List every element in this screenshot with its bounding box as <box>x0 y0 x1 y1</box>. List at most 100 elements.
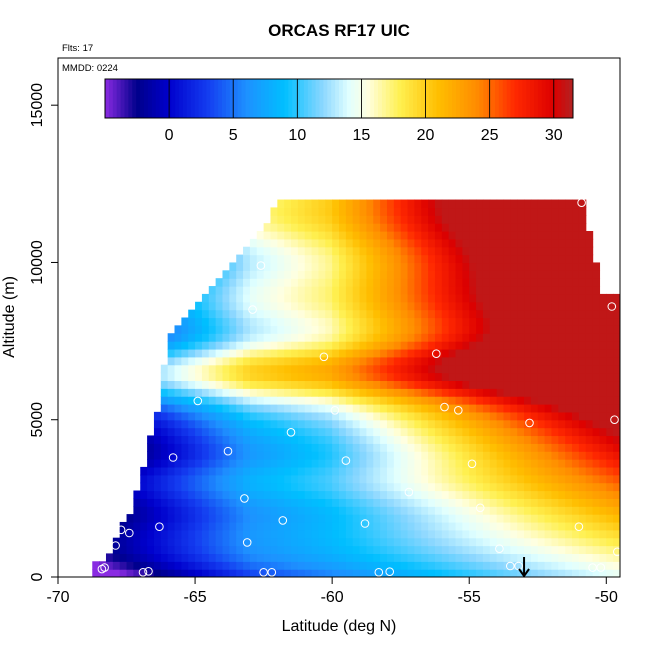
heatmap-cell <box>318 521 326 531</box>
heatmap-cell <box>565 419 573 429</box>
heatmap-cell <box>188 553 196 562</box>
heatmap-cell <box>530 380 539 389</box>
heatmap-cell <box>537 419 546 429</box>
heatmap-cell <box>284 301 292 311</box>
heatmap-cell <box>393 506 402 515</box>
heatmap-cell <box>236 286 244 295</box>
heatmap-cell <box>551 459 559 468</box>
heatmap-cell <box>455 341 463 350</box>
heatmap-cell <box>373 223 381 232</box>
heatmap-cell <box>263 490 272 499</box>
heatmap-cell <box>201 325 210 334</box>
heatmap-cell <box>421 529 429 539</box>
heatmap-cell <box>482 537 491 547</box>
heatmap-cell <box>476 286 484 295</box>
heatmap-cell <box>291 514 299 523</box>
heatmap-cell <box>400 388 409 397</box>
heatmap-cell <box>386 270 395 279</box>
heatmap-cell <box>105 561 114 570</box>
heatmap-cell <box>352 506 361 515</box>
heatmap-cell <box>428 537 436 547</box>
heatmap-cell <box>489 396 498 405</box>
heatmap-cell <box>126 521 134 531</box>
heatmap-cell <box>208 435 217 444</box>
heatmap-cell <box>414 521 422 531</box>
heatmap-cell <box>297 561 306 570</box>
heatmap-cell <box>489 451 498 460</box>
heatmap-cell <box>503 443 511 452</box>
heatmap-cell <box>428 262 436 271</box>
heatmap-cell <box>277 419 285 429</box>
heatmap-cell <box>400 341 409 350</box>
heatmap-cell <box>578 341 587 350</box>
heatmap-cell <box>482 388 491 397</box>
heatmap-cell <box>585 482 594 492</box>
heatmap-cell <box>482 435 491 444</box>
heatmap-cell <box>421 238 429 248</box>
colorbar-segment <box>253 79 258 118</box>
heatmap-cell <box>585 348 594 358</box>
heatmap-cell <box>476 380 484 389</box>
heatmap-cell <box>407 404 415 413</box>
colorbar-segment <box>175 79 180 118</box>
heatmap-cell <box>352 427 361 437</box>
heatmap-cell <box>243 341 251 350</box>
heatmap-cell <box>243 443 251 452</box>
heatmap-cell <box>174 466 182 476</box>
heatmap-cell <box>311 451 320 460</box>
heatmap-cell <box>572 317 580 326</box>
heatmap-cell <box>119 553 128 562</box>
heatmap-cell <box>318 404 326 413</box>
heatmap-cell <box>291 569 299 577</box>
colorbar-segment <box>272 79 278 118</box>
heatmap-cell <box>421 309 429 319</box>
heatmap-cell <box>160 419 169 429</box>
heatmap-cell <box>496 286 505 295</box>
heatmap-cell <box>277 545 285 555</box>
heatmap-cell <box>359 404 368 413</box>
colorbar-segment <box>483 79 488 118</box>
heatmap-cell <box>462 490 470 499</box>
heatmap-cell <box>537 199 546 209</box>
heatmap-cell <box>380 231 388 240</box>
heatmap-cell <box>606 435 614 444</box>
heatmap-cell <box>544 569 553 577</box>
heatmap-cell <box>352 545 361 555</box>
heatmap-cell <box>517 443 525 452</box>
heatmap-cell <box>201 545 210 555</box>
heatmap-cell <box>366 364 374 374</box>
heatmap-cell <box>174 427 182 437</box>
heatmap-cell <box>201 490 210 499</box>
heatmap-cell <box>188 419 196 429</box>
heatmap-cell <box>434 506 443 515</box>
heatmap-cell <box>345 427 354 437</box>
heatmap-cell <box>400 356 409 366</box>
heatmap-cell <box>510 309 518 319</box>
heatmap-cell <box>510 553 518 562</box>
heatmap-cell <box>572 466 580 476</box>
heatmap-cell <box>345 514 354 523</box>
heatmap-cell <box>297 286 306 295</box>
heatmap-cell <box>249 435 258 444</box>
heatmap-cell <box>215 506 224 515</box>
colorbar-segment <box>120 79 125 118</box>
heatmap-cell <box>284 207 292 216</box>
heatmap-cell <box>578 380 587 389</box>
flight-track-point <box>125 528 134 538</box>
heatmap-cell <box>455 396 463 405</box>
heatmap-cell <box>455 278 463 287</box>
heatmap-cell <box>222 529 230 539</box>
heatmap-cell <box>263 427 272 437</box>
heatmap-cell <box>503 521 511 531</box>
heatmap-cell <box>359 553 368 562</box>
heatmap-cell <box>215 514 224 523</box>
heatmap-cell <box>393 569 402 577</box>
heatmap-cell <box>270 537 278 547</box>
colorbar-tick-label: 15 <box>353 127 371 144</box>
heatmap-cell <box>236 443 244 452</box>
heatmap-cell <box>147 490 155 499</box>
heatmap-cell <box>462 254 470 264</box>
heatmap-cell <box>386 372 395 382</box>
heatmap-cell <box>215 356 224 366</box>
